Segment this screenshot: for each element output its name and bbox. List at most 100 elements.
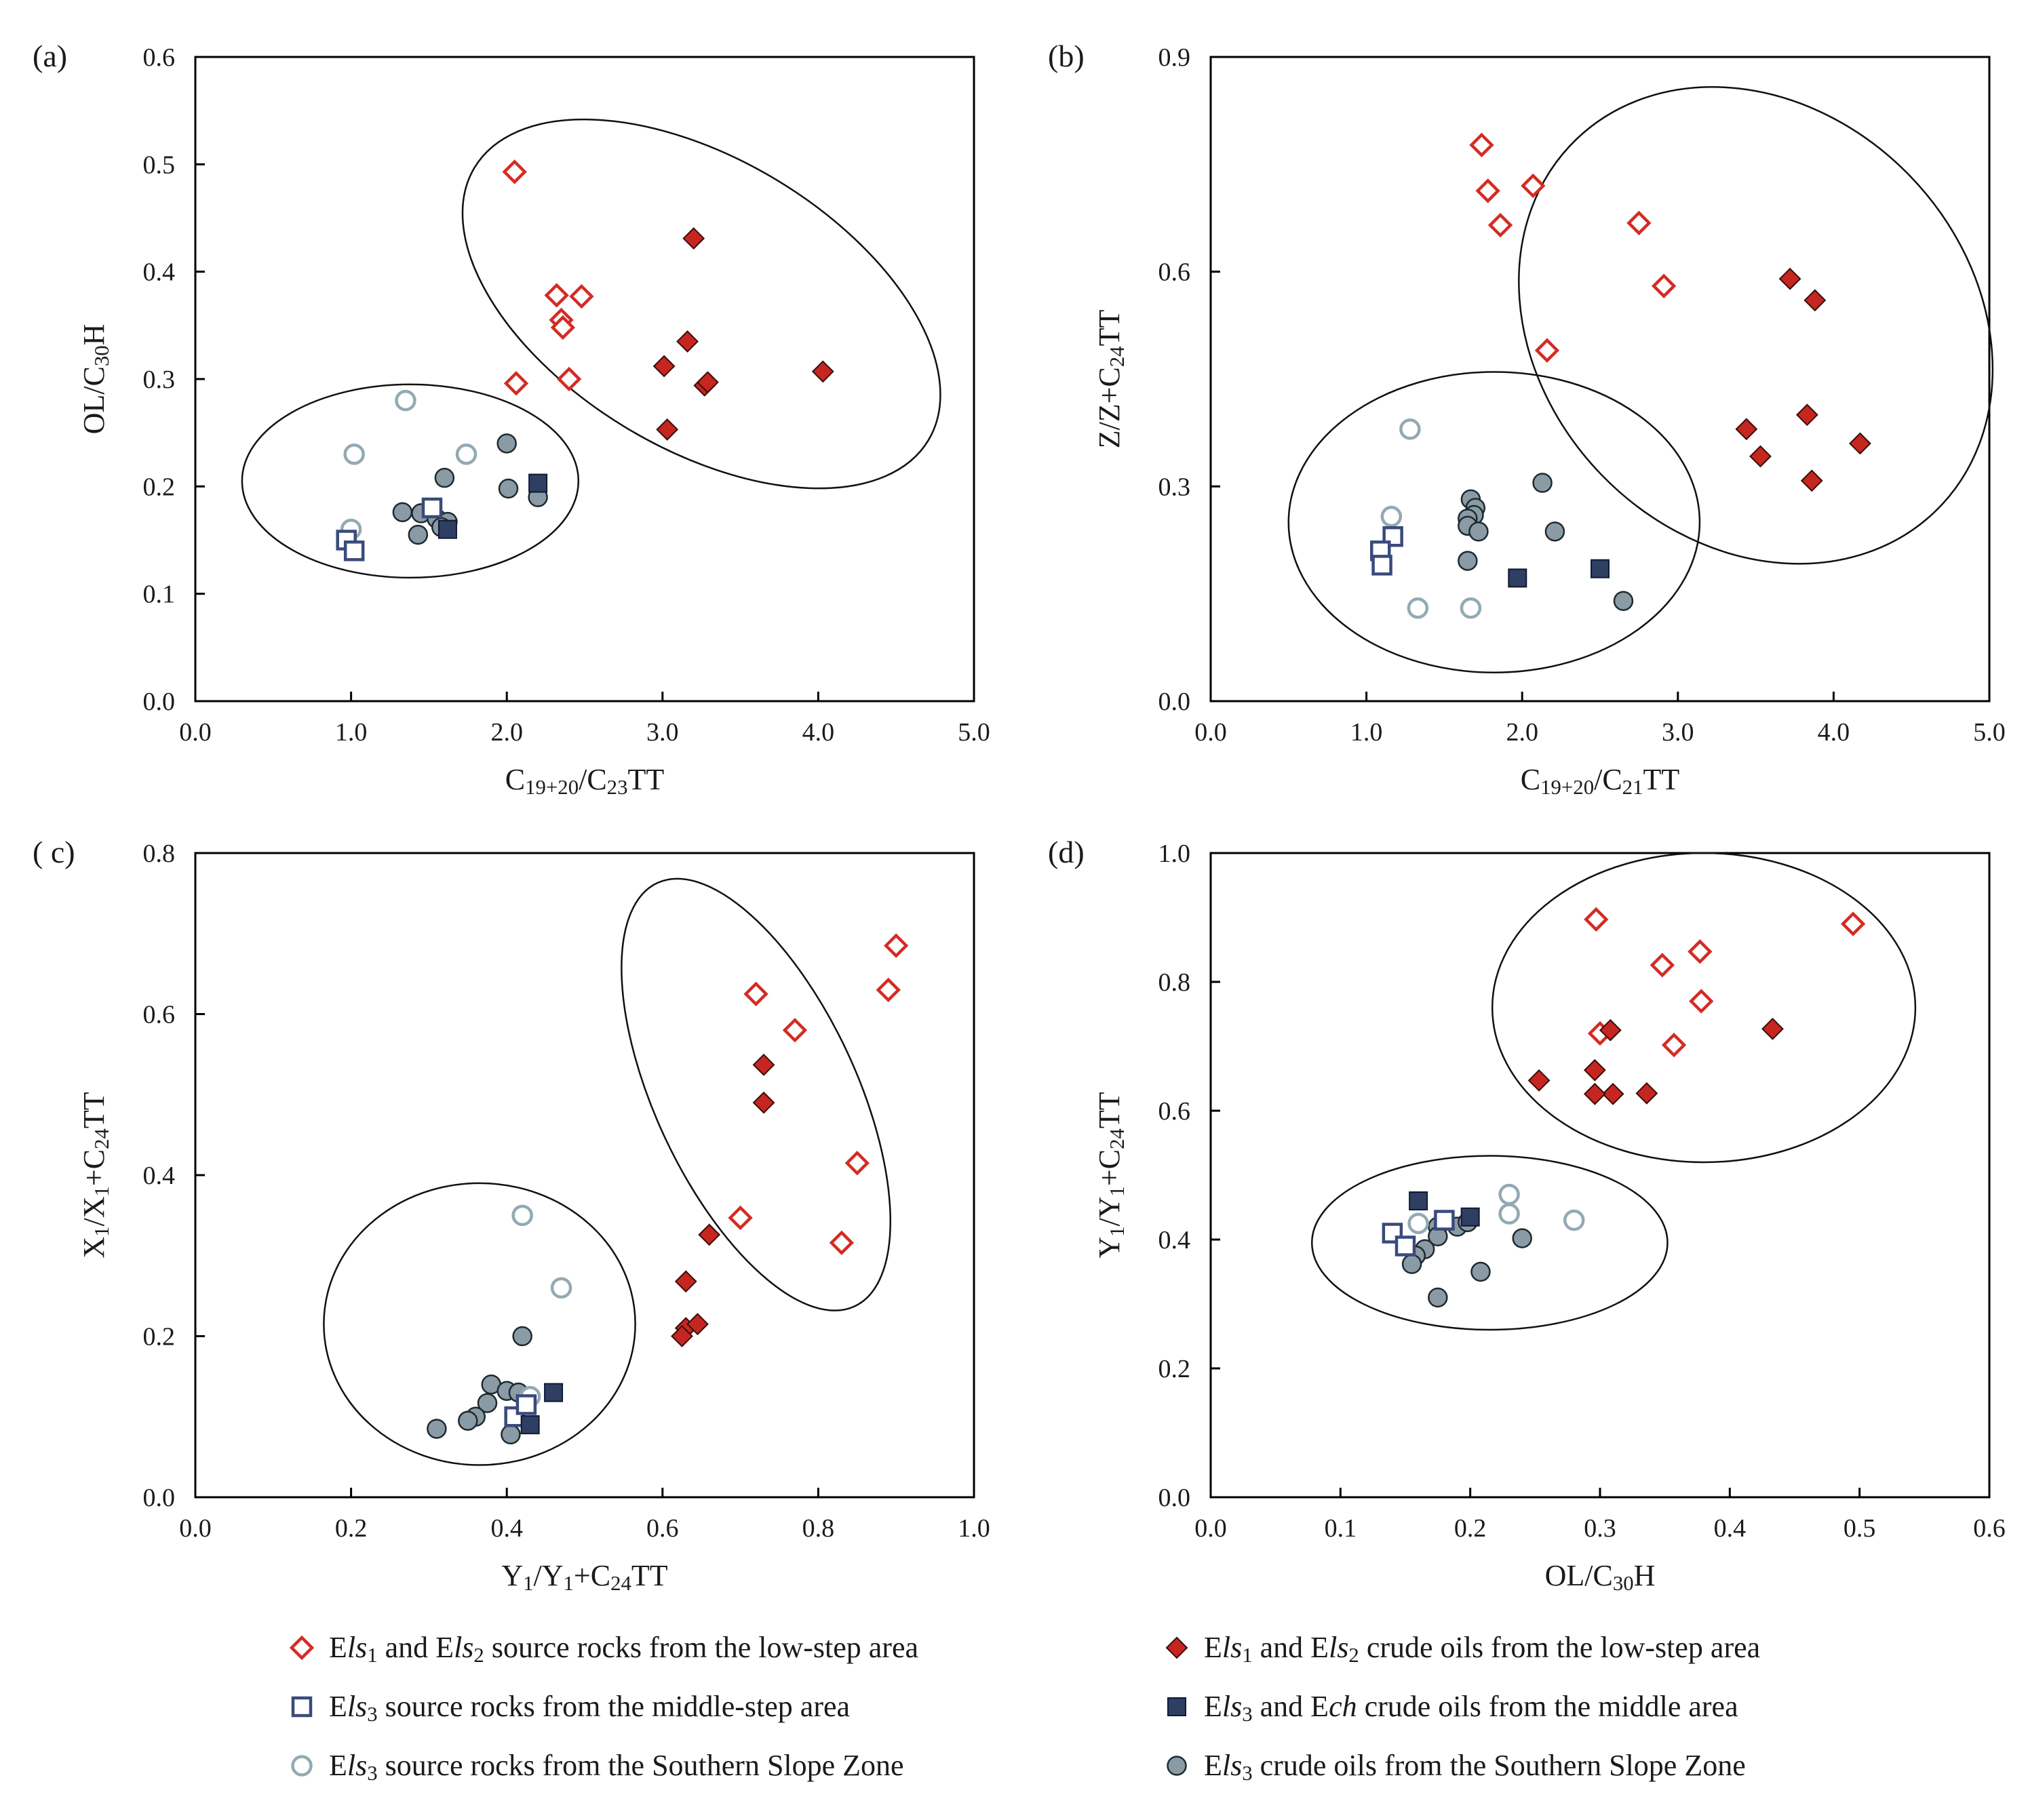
- data-point-ls3_rock_ssz: [455, 443, 477, 465]
- data-point-ls12_oil: [1527, 1069, 1551, 1092]
- x-tick-label: 0.6: [1973, 1514, 2006, 1543]
- x-tick-label: 4.0: [1818, 718, 1850, 747]
- data-point-ls12_oil: [1803, 289, 1827, 312]
- data-point-ls12_rock: [728, 1205, 753, 1231]
- data-point-ls12_rock: [1521, 173, 1546, 199]
- x-tick-label: 0.0: [1194, 718, 1227, 747]
- y-tick-label: 0.6: [143, 43, 176, 72]
- data-point-ls3_oil_ssz: [1428, 1287, 1448, 1308]
- data-point-ls3_rock_mid: [343, 540, 365, 561]
- data-point-ls3_rock_ssz: [511, 1204, 533, 1227]
- data-point-ls12_oil: [656, 418, 679, 441]
- data-point-ls12_rock: [1650, 953, 1675, 978]
- data-point-ls12_oil: [752, 1053, 775, 1076]
- data-point-ls3_rock_ssz: [395, 389, 416, 412]
- data-point-ls3_oil_ssz: [477, 1393, 498, 1413]
- y-tick-label: 0.0: [1158, 688, 1191, 716]
- y-tick-label: 0.5: [143, 151, 176, 179]
- data-point-ls12_oil: [671, 1325, 693, 1347]
- data-point-ls12_oil: [682, 227, 705, 250]
- group-ellipse: [1491, 852, 1917, 1164]
- data-point-ls12_oil: [686, 1313, 709, 1336]
- data-point-ls3_oil_ssz: [408, 524, 429, 545]
- legend-label-ls3_oil_mid: Els3 and Ech crude oils from the middle …: [1204, 1690, 1738, 1726]
- data-point-ls12_rock: [884, 933, 909, 958]
- data-point-ls12_rock: [556, 366, 582, 392]
- data-point-ls3_rock_mid: [336, 530, 357, 551]
- x-tick-label: 2.0: [490, 718, 523, 747]
- x-axis-label: C19+20/C21TT: [1521, 763, 1680, 799]
- panel-d: 0.0 0.1 0.2 0.3 0.4 0.5 0.6 0.0 0.2 0.4 0.6 0.8 1.0 (…: [1048, 835, 2006, 1595]
- legend-marker-ls3_oil_ssz: [1167, 1756, 1187, 1776]
- data-point-ls12_oil: [1735, 418, 1758, 441]
- data-point-ls12_oil: [1583, 1059, 1606, 1082]
- data-point-ls3_oil_mid: [437, 519, 457, 539]
- data-point-ls3_rock_ssz: [343, 443, 365, 465]
- panel-b: 0.0 1.0 2.0 3.0 4.0 5.0 0.0 0.3 0.6 0.9 (b) C19+20/…: [1048, 39, 2006, 799]
- legend-label-ls3_oil_ssz: Els3 crude oils from the Southern Slope …: [1204, 1749, 1746, 1785]
- y-tick-label: 0.4: [1158, 1226, 1191, 1254]
- data-point-ls12_rock: [844, 1151, 870, 1176]
- group-ellipse: [1518, 86, 1994, 565]
- y-tick-label: 0.2: [143, 1323, 176, 1351]
- data-point-ls3_rock_mid: [1434, 1210, 1455, 1231]
- data-point-ls3_rock_ssz: [1407, 597, 1429, 619]
- legend-label-ls12_rock: Els1 and Els2 source rocks from the low-…: [329, 1631, 918, 1667]
- group-ellipse: [1287, 371, 1701, 674]
- y-tick-label: 0.8: [1158, 968, 1191, 997]
- y-tick-label: 0.8: [143, 839, 176, 868]
- data-point-ls12_oil: [1761, 1017, 1784, 1040]
- data-point-ls3_oil_ssz: [498, 478, 519, 499]
- data-point-ls12_rock: [1689, 989, 1714, 1014]
- y-tick-label: 0.1: [143, 580, 176, 609]
- y-tick-label: 0.9: [1158, 43, 1191, 72]
- data-point-ls12_rock: [1651, 273, 1677, 298]
- data-point-ls3_oil_ssz: [1401, 1254, 1422, 1274]
- y-tick-label: 0.2: [1158, 1355, 1191, 1383]
- y-tick-label: 0.6: [143, 1001, 176, 1029]
- data-point-ls3_oil_mid: [520, 1415, 540, 1435]
- data-point-ls3_oil_ssz: [458, 1410, 478, 1431]
- data-point-ls3_rock_ssz: [1380, 505, 1403, 528]
- y-tick-label: 0.2: [143, 473, 176, 501]
- x-tick-label: 0.0: [1194, 1514, 1227, 1543]
- data-point-ls12_oil: [1849, 432, 1871, 455]
- x-tick-label: 0.5: [1844, 1514, 1876, 1543]
- data-point-ls12_rock: [502, 159, 527, 184]
- data-point-ls3_oil_mid: [544, 1383, 564, 1402]
- legend-label-ls3_rock_ssz: Els3 source rocks from the Southern Slop…: [329, 1749, 904, 1785]
- y-axis-label: X1/X1+C24TT: [77, 1092, 113, 1258]
- data-point-ls3_oil_ssz: [392, 502, 413, 523]
- y-tick-label: 0.0: [1158, 1484, 1191, 1512]
- data-point-ls3_rock_ssz: [550, 1277, 572, 1299]
- data-point-ls12_rock: [1534, 338, 1560, 363]
- data-point-ls12_rock: [1487, 212, 1513, 238]
- group-ellipse: [323, 1182, 636, 1466]
- x-tick-label: 0.6: [646, 1514, 679, 1543]
- plot-frame: [1209, 56, 1991, 703]
- data-point-ls3_oil_ssz: [496, 433, 517, 454]
- data-point-ls3_oil_ssz: [1468, 521, 1489, 542]
- data-point-ls12_rock: [550, 315, 576, 340]
- x-tick-label: 0.0: [179, 718, 212, 747]
- y-axis-label: Z/Z+C24TT: [1093, 310, 1129, 449]
- data-point-ls3_oil_ssz: [512, 1326, 532, 1347]
- data-point-ls12_rock: [544, 283, 569, 308]
- data-point-ls12_rock: [569, 283, 594, 309]
- x-tick-label: 1.0: [335, 718, 368, 747]
- data-point-ls12_oil: [811, 360, 834, 383]
- data-point-ls3_rock_ssz: [1498, 1203, 1520, 1225]
- data-point-ls12_oil: [1635, 1082, 1658, 1105]
- y-axis-label: Y1/Y1+C24TT: [1093, 1092, 1129, 1258]
- panel-label: (b): [1048, 39, 1085, 73]
- data-point-ls3_oil_mid: [1409, 1191, 1428, 1210]
- group-ellipse: [1310, 1155, 1669, 1331]
- group-ellipse: [461, 118, 941, 490]
- x-axis-label: Y1/Y1+C24TT: [501, 1559, 667, 1595]
- x-tick-label: 2.0: [1506, 718, 1538, 747]
- data-point-ls3_rock_mid: [1371, 555, 1392, 576]
- legend-label-ls12_oil: Els1 and Els2 crude oils from the low-st…: [1204, 1631, 1760, 1667]
- data-point-ls12_oil: [1778, 267, 1801, 290]
- x-tick-label: 0.8: [802, 1514, 835, 1543]
- data-point-ls12_oil: [1795, 403, 1818, 427]
